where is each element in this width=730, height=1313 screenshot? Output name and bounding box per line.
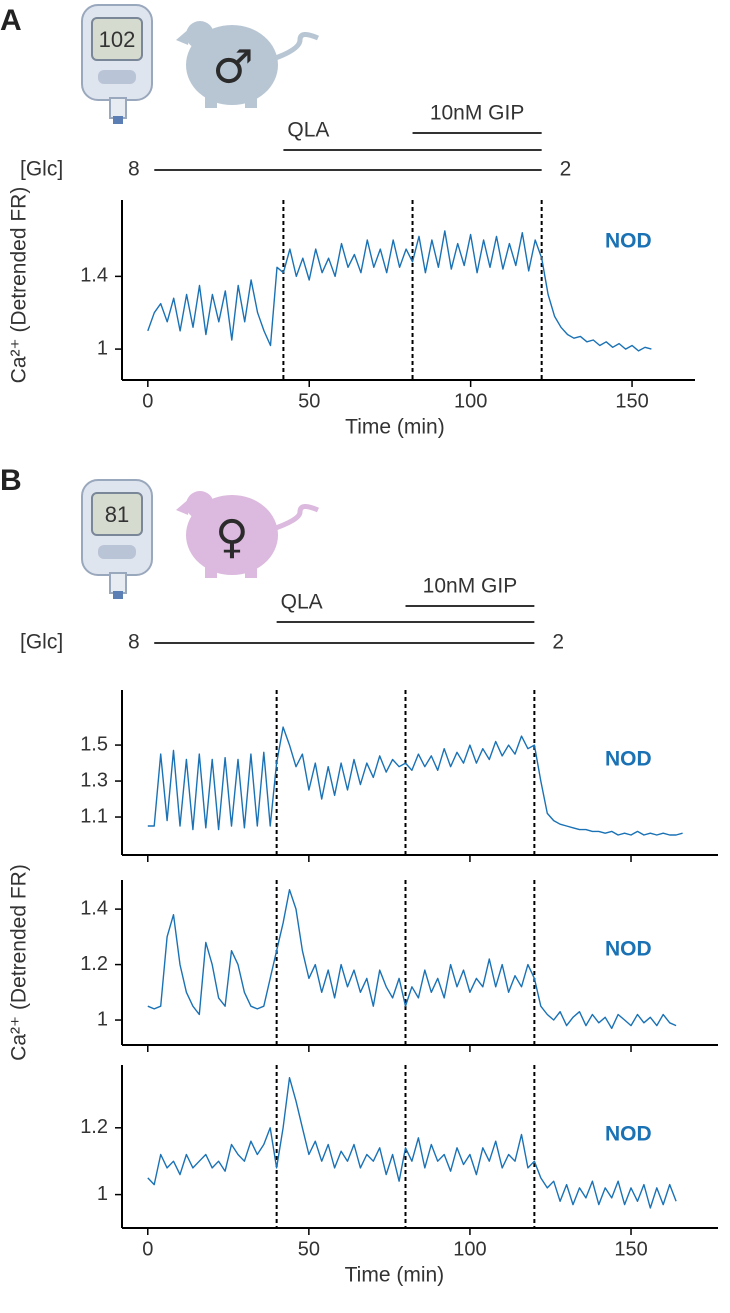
glucometer-icon — [81, 4, 153, 124]
x-tick-label: 50 — [298, 390, 320, 412]
y-tick-label: 1.4 — [80, 897, 108, 919]
treatment-label: 10nM GIP — [423, 575, 518, 598]
glucometer-icon — [81, 479, 153, 599]
x-tick-label: 0 — [142, 1238, 153, 1260]
meter-reading: 81 — [105, 502, 129, 527]
panel-label: A — [0, 4, 22, 37]
y-tick-label: 1.3 — [80, 769, 108, 791]
y-tick-label: 1.1 — [80, 805, 108, 827]
y-tick-label: 1.2 — [80, 1116, 108, 1138]
x-tick-label: 50 — [298, 1238, 320, 1260]
trace — [147, 726, 683, 836]
strain-label: NOD — [605, 748, 652, 771]
trace — [147, 1077, 677, 1209]
y-axis-title: Ca²⁺ (Detrended FR) — [8, 864, 31, 1061]
y-tick-label: 1 — [97, 1183, 108, 1205]
glucose-label: [Glc] — [20, 631, 63, 654]
glucose-end: 2 — [552, 631, 564, 654]
trace — [147, 230, 652, 352]
y-tick-label: 1.2 — [80, 953, 108, 975]
x-tick-label: 100 — [453, 1238, 486, 1260]
strain-label: NOD — [605, 230, 652, 253]
treatment-label: QLA — [281, 591, 323, 614]
glucose-end: 2 — [560, 158, 572, 181]
glucose-label: [Glc] — [20, 158, 63, 181]
x-tick-label: 150 — [614, 1238, 647, 1260]
x-tick-label: 100 — [454, 390, 487, 412]
glucose-start: 8 — [128, 158, 140, 181]
mouse-icon — [176, 21, 320, 108]
x-axis-title: Time (min) — [345, 416, 445, 439]
mouse-icon — [176, 491, 320, 578]
y-tick-label: 1.4 — [80, 265, 108, 287]
treatment-label: QLA — [287, 119, 329, 142]
panel-label: B — [0, 464, 22, 497]
y-tick-label: 1.5 — [80, 733, 108, 755]
glucose-start: 8 — [128, 631, 140, 654]
x-axis-title: Time (min) — [345, 1264, 445, 1287]
y-tick-label: 1 — [97, 1008, 108, 1030]
trace — [147, 889, 677, 1030]
meter-reading: 102 — [99, 27, 136, 52]
strain-label: NOD — [605, 1123, 652, 1146]
x-tick-label: 150 — [615, 390, 648, 412]
sex-symbol: ♀ — [215, 510, 249, 564]
x-tick-label: 0 — [142, 390, 153, 412]
treatment-label: 10nM GIP — [430, 102, 525, 125]
sex-symbol: ♂ — [212, 40, 253, 94]
strain-label: NOD — [605, 938, 652, 961]
y-axis-title: Ca²⁺ (Detrended FR) — [8, 187, 31, 384]
y-tick-label: 1 — [97, 337, 108, 359]
